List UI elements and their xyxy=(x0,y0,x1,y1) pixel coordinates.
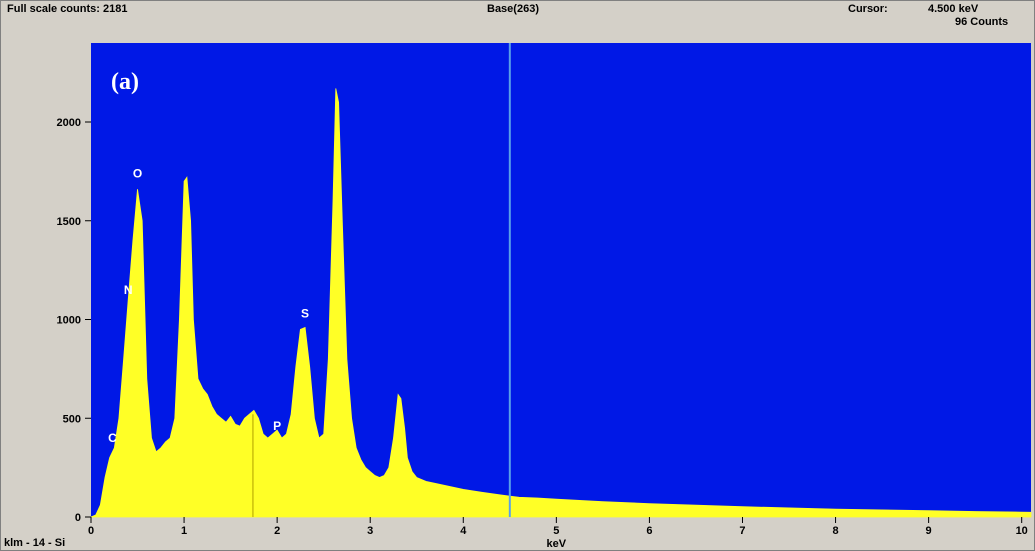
full-scale-counts: Full scale counts: 2181 xyxy=(7,3,128,15)
x-axis-label: keV xyxy=(547,538,567,550)
y-tick-label: 0 xyxy=(75,512,81,524)
cursor-counts: 96 Counts xyxy=(955,16,1009,28)
peak-label-s: S xyxy=(301,307,309,321)
x-tick-label: 4 xyxy=(460,525,467,537)
cursor-energy: 4.500 keV xyxy=(928,3,979,15)
x-tick-label: 5 xyxy=(553,525,559,537)
peak-labels: C O N S P xyxy=(108,166,309,445)
cursor-label: Cursor: xyxy=(848,3,888,15)
x-tick-label: 0 xyxy=(88,525,94,537)
sample-name: klm - 14 - Si xyxy=(4,537,66,549)
x-tick-label: 1 xyxy=(181,525,187,537)
y-tick-label: 2000 xyxy=(57,117,81,129)
x-tick-label: 9 xyxy=(926,525,932,537)
x-tick-label: 6 xyxy=(646,525,652,537)
x-tick-label: 3 xyxy=(367,525,373,537)
x-tick-label: 10 xyxy=(1016,525,1028,537)
x-tick-label: 8 xyxy=(832,525,838,537)
y-axis: 0 500 1000 1500 2000 xyxy=(57,117,91,524)
y-tick-label: 1500 xyxy=(57,216,81,228)
peak-label-o: O xyxy=(133,166,142,180)
x-axis: 0 1 2 3 4 5 6 7 8 9 10 xyxy=(88,517,1028,537)
x-tick-label: 2 xyxy=(274,525,280,537)
base-label: Base(263) xyxy=(487,3,539,15)
y-tick-label: 500 xyxy=(63,413,81,425)
spectrum-area xyxy=(90,88,1032,518)
peak-label-c: C xyxy=(108,431,117,445)
peak-label-p: P xyxy=(273,419,281,433)
panel-label: (a) xyxy=(111,69,139,95)
y-tick-label: 1000 xyxy=(57,315,81,327)
x-tick-label: 7 xyxy=(739,525,745,537)
peak-label-n: N xyxy=(124,283,133,297)
